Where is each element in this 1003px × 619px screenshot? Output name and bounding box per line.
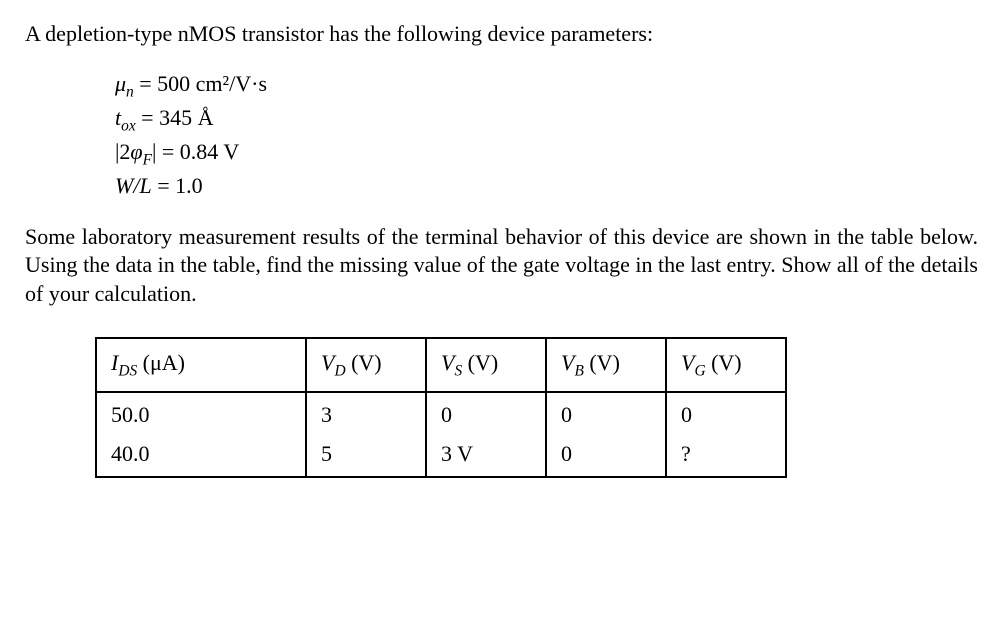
- parameter-block: μn = 500 cm²/V·s tox = 345 Å |2φF| = 0.8…: [115, 69, 978, 201]
- cell-vb: 0: [546, 432, 666, 478]
- description-text: Some laboratory measurement results of t…: [25, 223, 978, 309]
- cell-vd: 5: [306, 432, 426, 478]
- mu-variable: μ: [115, 71, 126, 96]
- vg-sub: G: [694, 362, 705, 379]
- cell-vs: 3 V: [426, 432, 546, 478]
- vg-var: V: [681, 350, 694, 375]
- tox-subscript: ox: [121, 117, 136, 134]
- phi-prefix: |2: [115, 139, 130, 164]
- vs-sub: S: [454, 362, 462, 379]
- cell-ids: 40.0: [96, 432, 306, 478]
- param-mu: μn = 500 cm²/V·s: [115, 69, 978, 103]
- header-vs: VS (V): [426, 338, 546, 392]
- table-row: 40.0 5 3 V 0 ?: [96, 432, 786, 478]
- measurement-table: IDS (μA) VD (V) VS (V) VB (V) VG (V) 50.…: [95, 337, 787, 479]
- mu-subscript: n: [126, 83, 134, 100]
- header-ids: IDS (μA): [96, 338, 306, 392]
- vs-unit: (V): [462, 350, 498, 375]
- param-tox: tox = 345 Å: [115, 103, 978, 137]
- cell-vg: ?: [666, 432, 786, 478]
- measurement-table-wrapper: IDS (μA) VD (V) VS (V) VB (V) VG (V) 50.…: [95, 337, 978, 479]
- mu-value: = 500 cm²/V·s: [134, 71, 267, 96]
- vb-var: V: [561, 350, 574, 375]
- vg-unit: (V): [706, 350, 742, 375]
- vd-var: V: [321, 350, 334, 375]
- table-row: 50.0 3 0 0 0: [96, 392, 786, 432]
- param-phi: |2φF| = 0.84 V: [115, 137, 978, 171]
- wl-value: = 1.0: [152, 173, 203, 198]
- vb-sub: B: [574, 362, 583, 379]
- cell-vg: 0: [666, 392, 786, 432]
- ids-sub: DS: [118, 362, 137, 379]
- vs-var: V: [441, 350, 454, 375]
- table-header-row: IDS (μA) VD (V) VS (V) VB (V) VG (V): [96, 338, 786, 392]
- header-vb: VB (V): [546, 338, 666, 392]
- cell-vb: 0: [546, 392, 666, 432]
- intro-text: A depletion-type nMOS transistor has the…: [25, 20, 978, 49]
- wl-variable: W/L: [115, 173, 152, 198]
- tox-value: = 345 Å: [136, 105, 214, 130]
- phi-variable: φ: [130, 139, 142, 164]
- cell-vd: 3: [306, 392, 426, 432]
- cell-vs: 0: [426, 392, 546, 432]
- header-vg: VG (V): [666, 338, 786, 392]
- param-wl: W/L = 1.0: [115, 171, 978, 201]
- vb-unit: (V): [584, 350, 620, 375]
- header-vd: VD (V): [306, 338, 426, 392]
- vd-unit: (V): [346, 350, 382, 375]
- phi-value: = 0.84 V: [156, 139, 239, 164]
- ids-unit: (μA): [137, 350, 185, 375]
- cell-ids: 50.0: [96, 392, 306, 432]
- phi-subscript: F: [143, 151, 152, 168]
- vd-sub: D: [334, 362, 345, 379]
